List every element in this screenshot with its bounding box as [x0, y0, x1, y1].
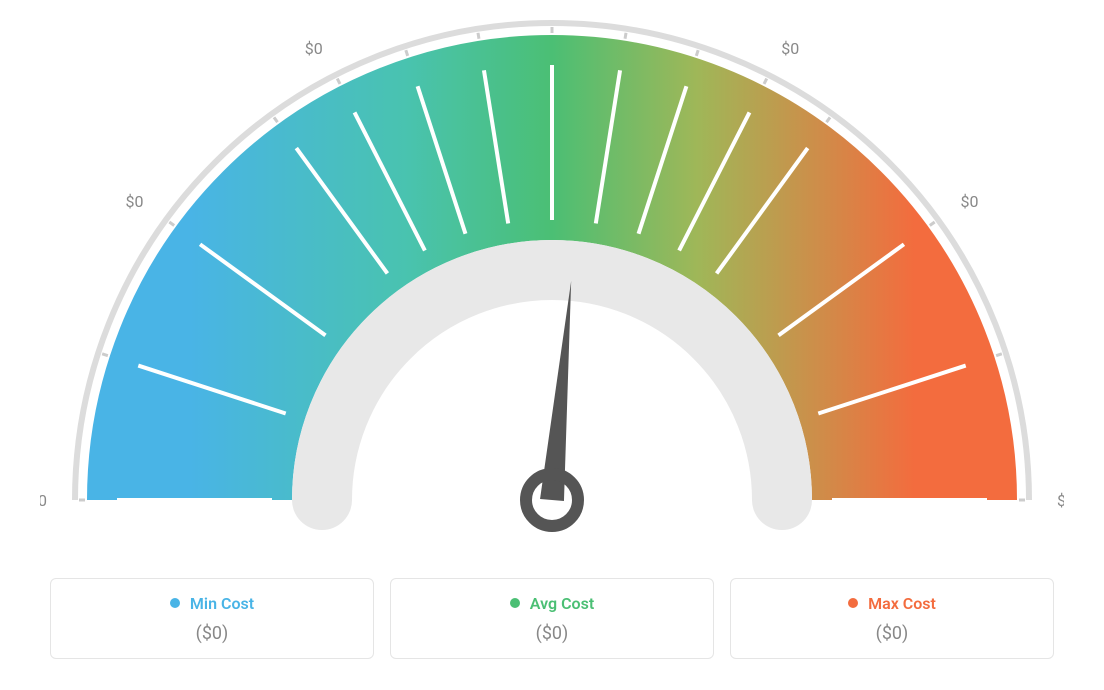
gauge-svg: $0$0$0$0$0$0$0 [40, 10, 1064, 570]
tick-label: $0 [40, 491, 47, 510]
tick-outer [102, 354, 108, 356]
legend-min-value: ($0) [61, 623, 363, 644]
legend-avg-header: Avg Cost [510, 594, 594, 613]
dot-min-icon [170, 598, 180, 608]
legend-max-label: Max Cost [868, 594, 936, 613]
tick-outer [696, 50, 698, 56]
gauge-needle [540, 281, 571, 501]
legend-card-max: Max Cost ($0) [730, 578, 1054, 659]
legend-min-label: Min Cost [190, 594, 254, 613]
legend-min-header: Min Cost [170, 594, 254, 613]
legend-avg-label: Avg Cost [530, 594, 594, 613]
tick-outer [826, 117, 830, 122]
tick-label: $0 [305, 39, 323, 58]
dot-max-icon [848, 598, 858, 608]
tick-label: $0 [961, 192, 979, 211]
tick-outer [625, 33, 626, 39]
tick-outer [406, 50, 408, 56]
tick-outer [169, 222, 174, 226]
legend-card-avg: Avg Cost ($0) [390, 578, 714, 659]
gauge-chart-container: $0$0$0$0$0$0$0 Min Cost ($0) Avg Cost ($… [0, 0, 1104, 690]
legend-max-header: Max Cost [848, 594, 936, 613]
dot-avg-icon [510, 598, 520, 608]
tick-outer [764, 79, 767, 84]
tick-outer [478, 33, 479, 39]
tick-label: $0 [781, 39, 799, 58]
legend-row: Min Cost ($0) Avg Cost ($0) Max Cost ($0… [40, 578, 1064, 659]
gauge-area: $0$0$0$0$0$0$0 [40, 10, 1064, 570]
legend-avg-value: ($0) [401, 623, 703, 644]
tick-label: $0 [125, 192, 143, 211]
legend-card-min: Min Cost ($0) [50, 578, 374, 659]
tick-outer [337, 79, 340, 84]
tick-outer [930, 222, 935, 226]
legend-max-value: ($0) [741, 623, 1043, 644]
tick-label: $0 [1057, 491, 1064, 510]
tick-outer [274, 117, 278, 122]
tick-outer [996, 354, 1002, 356]
